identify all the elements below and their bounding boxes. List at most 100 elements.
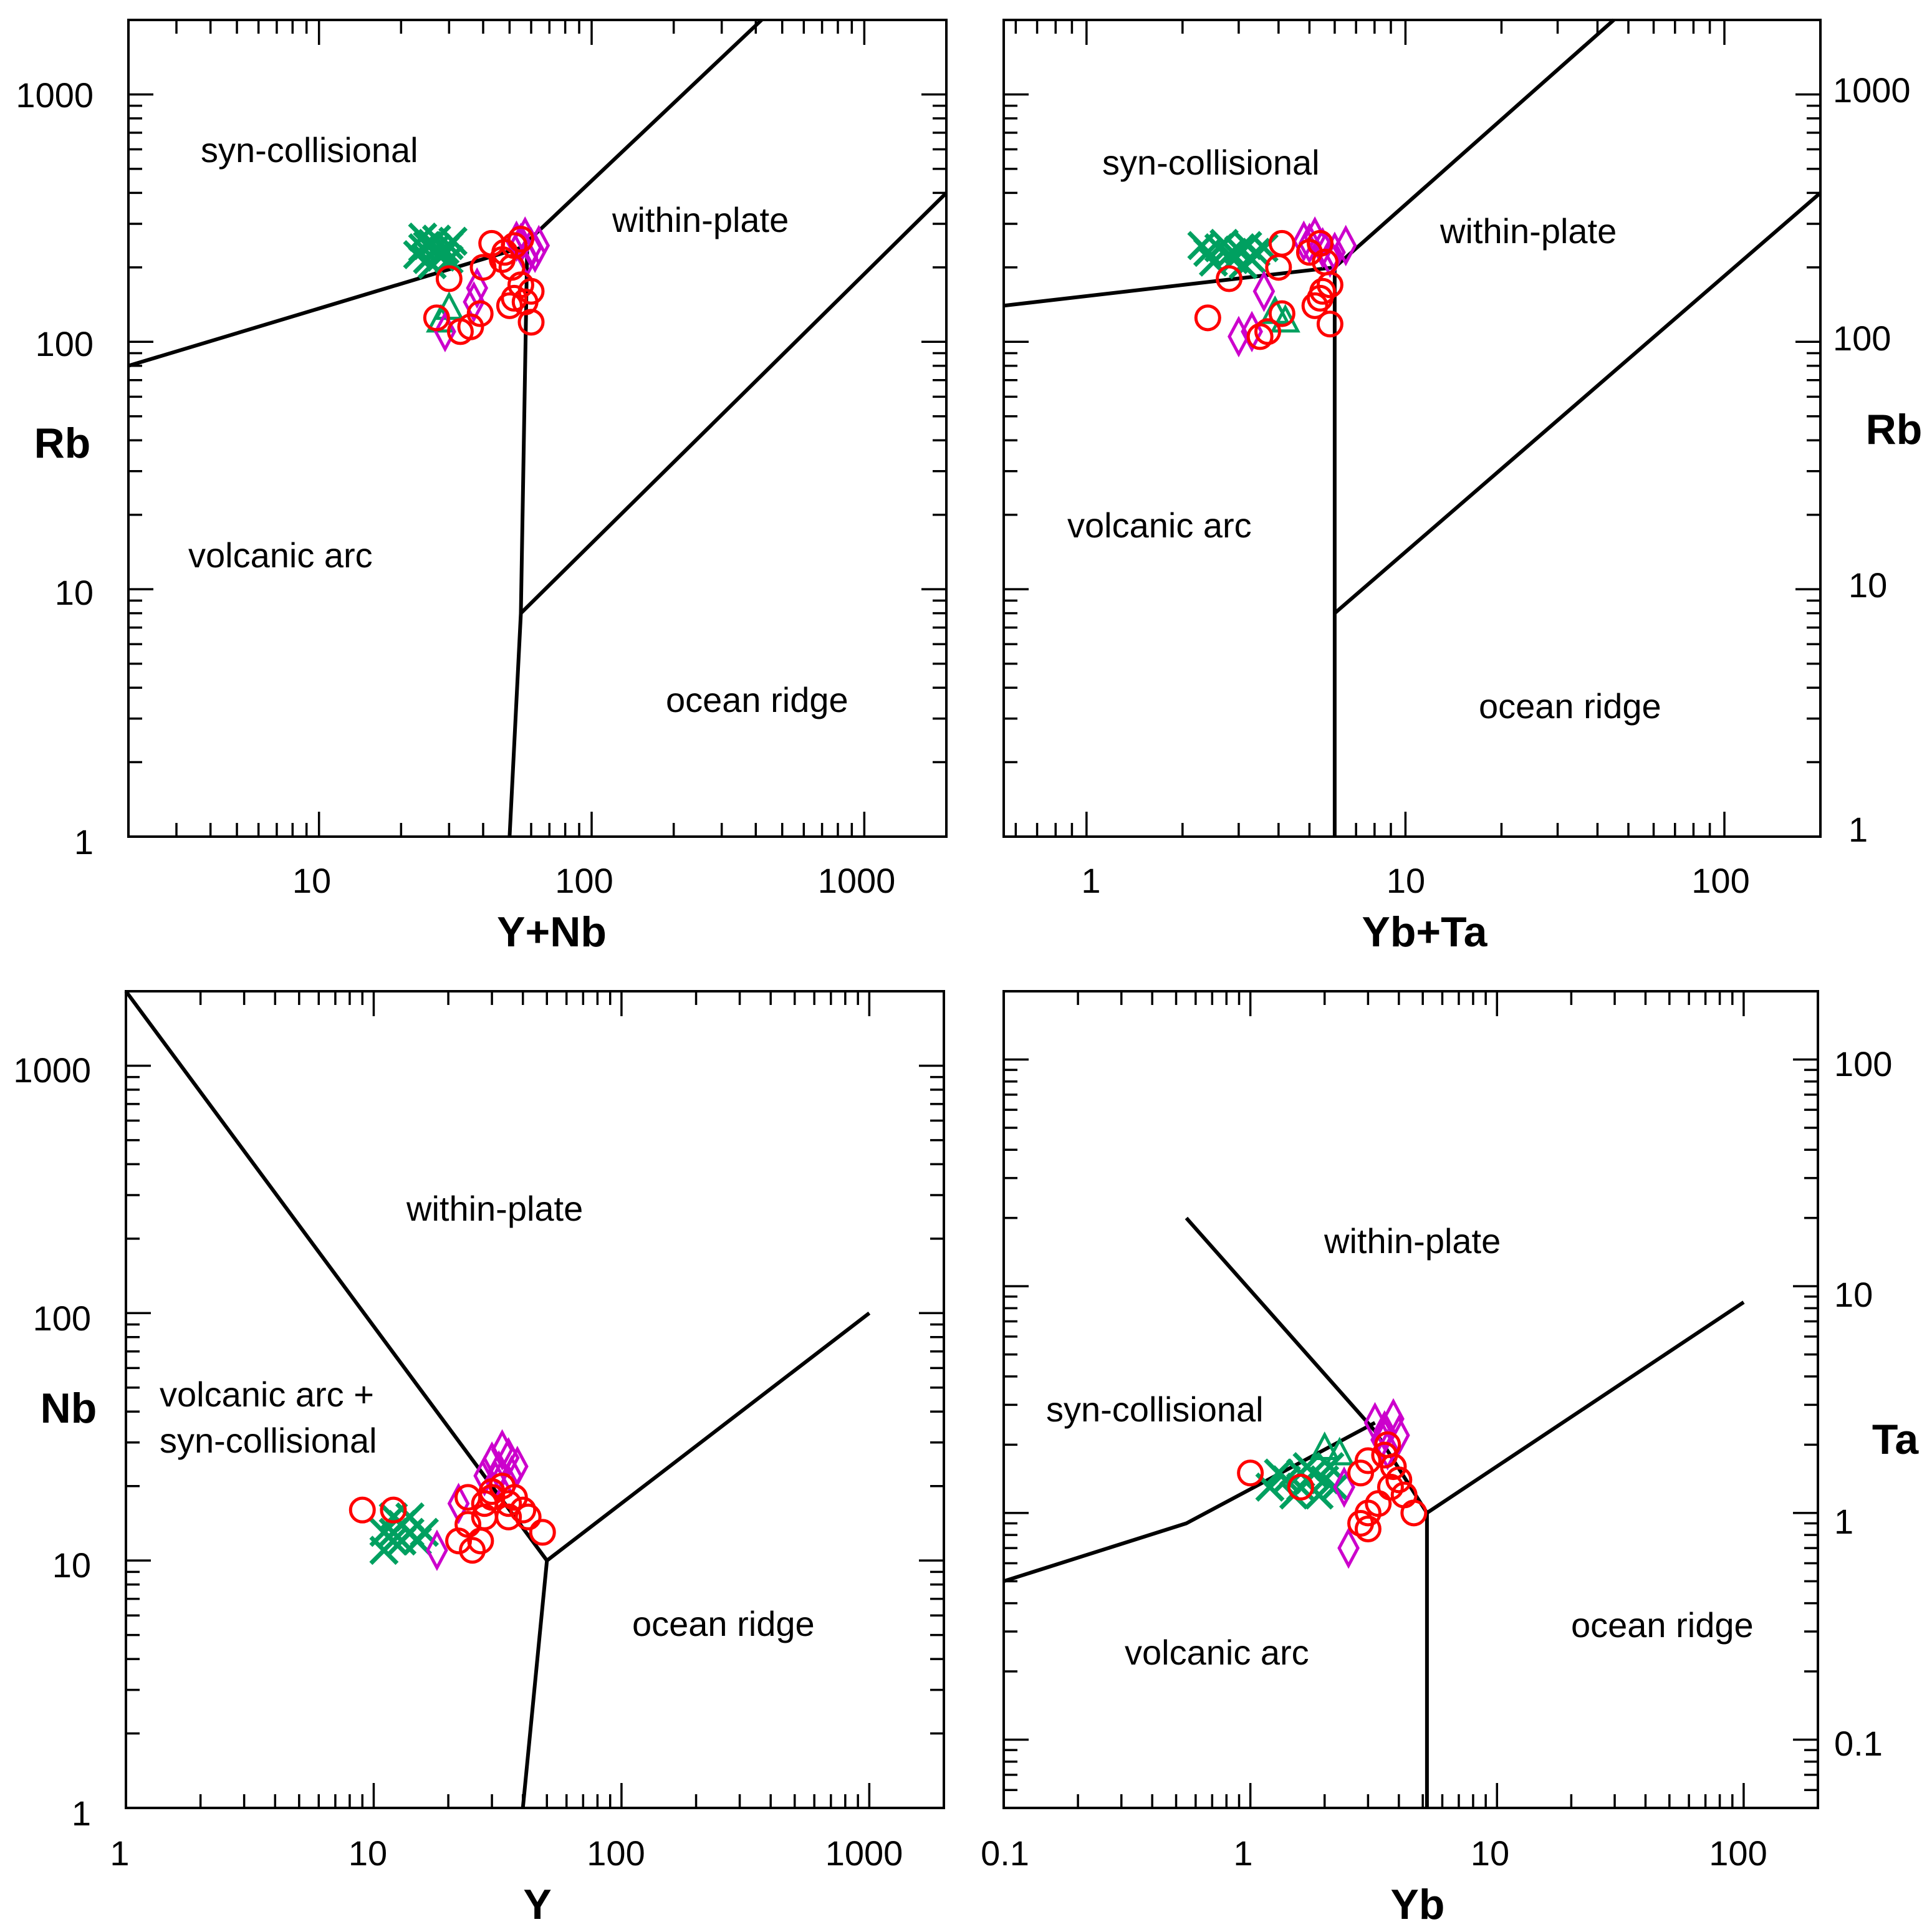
p1-x-tick-label: 100 bbox=[555, 861, 613, 900]
p4-x-tick-labels: 0.1 1 10 100 bbox=[981, 1833, 1767, 1873]
p3-ticks bbox=[125, 990, 945, 1809]
p4-y-tick-label: 100 bbox=[1834, 1044, 1892, 1084]
p3-green-cross-marker bbox=[378, 1517, 408, 1547]
p3-region-labels: within-plate volcanic arc + syn-collisio… bbox=[160, 1189, 815, 1643]
panel-nb-vs-y: 1 10 100 1000 1 10 100 1000 Y Nb within-… bbox=[13, 990, 945, 1928]
p4-y-tick-label: 1 bbox=[1834, 1502, 1853, 1541]
p3-red-circle-marker bbox=[495, 1490, 522, 1517]
p2-red-circle-marker bbox=[1265, 254, 1292, 281]
p4-x-axis-label: Yb bbox=[1391, 1881, 1445, 1928]
p1-red-circle-marker bbox=[507, 226, 534, 253]
p2-magenta-diamond-marker bbox=[1334, 224, 1357, 267]
p1-green-cross-marker bbox=[421, 233, 451, 262]
p2-region-ocean-ridge: ocean ridge bbox=[1479, 686, 1661, 726]
p3-x-tick-label: 1 bbox=[110, 1833, 129, 1873]
p4-red-circle-marker bbox=[1237, 1459, 1264, 1487]
p2-magenta-diamond-marker bbox=[1252, 271, 1276, 312]
p1-y-axis-label: Rb bbox=[34, 420, 91, 467]
p2-red-circle-marker bbox=[1216, 265, 1243, 292]
p2-y-tick-labels: 1 10 100 1000 bbox=[1833, 70, 1911, 849]
p2-x-tick-labels: 1 10 100 bbox=[1081, 861, 1749, 900]
p2-y-axis-label: Rb bbox=[1866, 406, 1923, 453]
p1-y-tick-label: 1 bbox=[74, 822, 94, 862]
p4-red-circle-marker bbox=[1347, 1509, 1375, 1537]
p1-region-labels: syn-collisional within-plate volcanic ar… bbox=[188, 130, 848, 719]
p4-x-tick-label: 10 bbox=[1471, 1833, 1509, 1873]
p3-boundary-line bbox=[521, 1560, 549, 1809]
p4-red-circle-marker bbox=[1390, 1481, 1418, 1509]
p1-magenta-diamond-marker bbox=[466, 267, 489, 309]
p4-region-within-plate: within-plate bbox=[1324, 1221, 1501, 1261]
p2-x-axis-label: Yb+Ta bbox=[1362, 908, 1488, 956]
p3-boundaries bbox=[124, 990, 871, 1809]
p2-plot-frame bbox=[1002, 19, 1822, 838]
p1-x-tick-label: 1000 bbox=[818, 861, 896, 900]
p3-red-circle-marker bbox=[529, 1519, 556, 1546]
p3-x-tick-label: 10 bbox=[348, 1833, 387, 1873]
p4-magenta-diamond-marker bbox=[1387, 1415, 1410, 1456]
p2-red-circle-marker bbox=[1301, 292, 1329, 319]
p2-red-circle-marker bbox=[1268, 229, 1295, 257]
p3-magenta-diamond-marker bbox=[491, 1429, 514, 1471]
p3-red-circle-marker bbox=[380, 1496, 407, 1524]
p1-region-ocean-ridge: ocean ridge bbox=[666, 680, 848, 719]
p2-green-cross-marker bbox=[1228, 250, 1258, 280]
p1-green-cross-marker bbox=[413, 231, 443, 261]
panel-ta-vs-yb: 0.1 1 10 100 0.1 1 10 100 Yb Ta within-p… bbox=[981, 990, 1919, 1928]
p4-boundary-line bbox=[1185, 1216, 1745, 1515]
p2-red-circle-marker bbox=[1194, 304, 1221, 332]
p2-region-volcanic-arc: volcanic arc bbox=[1067, 506, 1252, 545]
panel-rb-vs-ybta: 1 10 100 1 10 100 1000 Yb+Ta Rb syn-coll… bbox=[1002, 18, 1923, 956]
p2-red-circle-marker bbox=[1316, 271, 1343, 299]
p2-red-circle-marker bbox=[1316, 310, 1343, 338]
p3-green-cross-marker bbox=[369, 1536, 399, 1565]
p1-ticks bbox=[127, 19, 948, 838]
p2-green-cross-marker bbox=[1187, 231, 1217, 261]
p4-red-circle-marker bbox=[1385, 1466, 1413, 1494]
p1-region-syn-collisional: syn-collisional bbox=[201, 130, 418, 170]
p1-red-circle-marker bbox=[423, 304, 450, 332]
p3-x-tick-labels: 1 10 100 1000 bbox=[110, 1833, 903, 1873]
p4-y-axis-label: Ta bbox=[1872, 1416, 1919, 1463]
p2-x-tick-label: 100 bbox=[1691, 861, 1749, 900]
p1-plot-frame bbox=[127, 19, 948, 838]
p1-red-circle-marker bbox=[435, 265, 463, 292]
p4-red-circle-marker bbox=[1287, 1473, 1314, 1501]
p4-red-circle-marker bbox=[1354, 1447, 1382, 1474]
p4-green-triangle-marker bbox=[1324, 1436, 1355, 1466]
p4-green-triangle-marker bbox=[1309, 1431, 1340, 1460]
p4-region-ocean-ridge: ocean ridge bbox=[1571, 1605, 1754, 1645]
p2-red-circle-marker bbox=[1307, 284, 1334, 312]
p4-y-tick-label: 0.1 bbox=[1834, 1724, 1883, 1763]
p2-y-tick-label: 10 bbox=[1848, 565, 1887, 605]
p2-ticks bbox=[1004, 19, 1822, 838]
p4-magenta-diamond-marker bbox=[1337, 1527, 1360, 1569]
p3-region-ocean-ridge: ocean ridge bbox=[632, 1604, 815, 1643]
p4-green-cross-marker bbox=[1264, 1458, 1294, 1488]
p3-red-circle-marker bbox=[445, 1527, 473, 1555]
p3-red-circle-marker bbox=[509, 1496, 537, 1524]
p4-x-tick-label: 100 bbox=[1709, 1833, 1767, 1873]
p2-region-labels: syn-collisional within-plate volcanic ar… bbox=[1067, 143, 1661, 726]
p3-x-axis-label: Y bbox=[523, 1881, 551, 1928]
p2-region-within-plate: within-plate bbox=[1439, 211, 1617, 251]
p2-red-circle-marker bbox=[1268, 300, 1295, 327]
p3-y-tick-label: 1000 bbox=[13, 1050, 91, 1090]
p1-red-circle-marker bbox=[446, 318, 474, 345]
p3-red-circle-marker bbox=[348, 1496, 376, 1524]
p4-plot-frame bbox=[1002, 990, 1819, 1809]
p3-y-axis-label: Nb bbox=[41, 1385, 97, 1432]
p1-x-tick-label: 10 bbox=[292, 861, 331, 900]
p4-region-labels: within-plate syn-collisional volcanic ar… bbox=[1046, 1221, 1754, 1672]
p4-red-circle-marker bbox=[1374, 1431, 1401, 1458]
p1-red-circle-marker bbox=[496, 292, 523, 319]
p4-y-tick-label: 10 bbox=[1834, 1275, 1873, 1314]
p2-region-syn-collisional: syn-collisional bbox=[1102, 143, 1320, 182]
p1-y-tick-label: 10 bbox=[55, 573, 94, 612]
p2-x-tick-label: 1 bbox=[1081, 861, 1100, 900]
p4-x-tick-label: 1 bbox=[1233, 1833, 1252, 1873]
p4-green-cross-marker bbox=[1286, 1458, 1315, 1488]
p1-y-tick-label: 1000 bbox=[16, 75, 94, 115]
p4-ticks bbox=[1002, 990, 1819, 1809]
